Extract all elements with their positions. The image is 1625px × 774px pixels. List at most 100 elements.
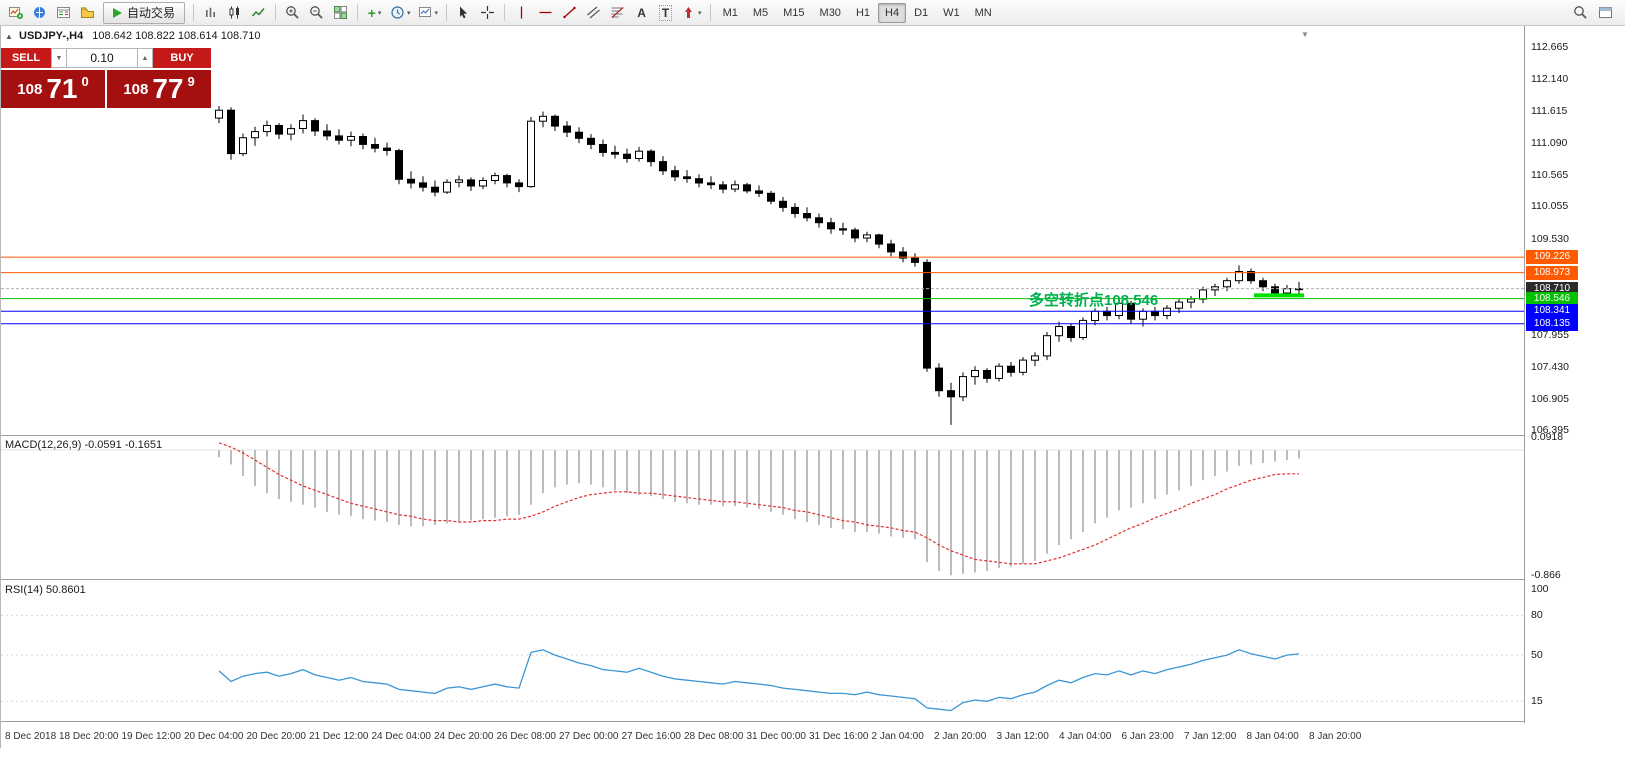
tile-windows-button[interactable] [329, 2, 352, 24]
sell-price-box[interactable]: 108 71 0 [1, 70, 105, 108]
time-axis-label: 28 Dec 08:00 [684, 731, 744, 742]
channel-tool-button[interactable] [582, 2, 605, 24]
timeframe-m1-button[interactable]: M1 [716, 3, 745, 23]
navigator-button[interactable] [76, 2, 99, 24]
rsi-pane: RSI(14) 50.8601 [1, 582, 1524, 722]
time-axis-label: 24 Dec 20:00 [434, 731, 494, 742]
new-chart-button[interactable] [4, 2, 27, 24]
market-watch-button[interactable] [52, 2, 75, 24]
toolbar-separator [446, 4, 448, 21]
price-scale-label: 107.955 [1531, 328, 1569, 341]
time-axis-label: 27 Dec 16:00 [621, 731, 682, 742]
text-label-icon: T [658, 4, 673, 21]
text-tool-button[interactable]: A [630, 2, 653, 24]
time-axis[interactable]: 8 Dec 2018 18 Dec 20:00 19 Dec 12:00 20 Dec… [1, 723, 1625, 748]
timeframe-mn-button[interactable]: MN [968, 3, 999, 23]
time-axis-label: 26 Dec 08:00 [496, 731, 557, 742]
search-button[interactable] [1569, 2, 1592, 24]
time-axis-label: 8 Jan 04:00 [1246, 731, 1299, 742]
pivot-annotation-text[interactable]: 多空转折点108.546 [1029, 292, 1159, 309]
chart-window: ▲ USDJPY-,H4 108.642 108.822 108.614 108… [0, 26, 1625, 748]
price-scale-label: 111.090 [1531, 137, 1568, 150]
time-axis-label: 20 Dec 20:00 [246, 731, 307, 742]
timeframe-group: M1 M5 M15 M30 H1 H4 D1 W1 MN [716, 2, 999, 23]
sell-button[interactable]: SELL [1, 48, 51, 68]
buy-button[interactable]: BUY [153, 48, 211, 68]
price-scale-label: 112.140 [1531, 73, 1569, 86]
time-axis-label: 21 Dec 12:00 [309, 731, 369, 742]
fibonacci-icon [611, 7, 624, 18]
time-axis-label: 6 Jan 23:00 [1121, 731, 1174, 742]
tile-windows-icon [334, 6, 348, 20]
price-scale-label: 111.615 [1531, 105, 1568, 118]
toolbar-separator [357, 4, 359, 21]
buy-price-pip: 9 [187, 74, 195, 89]
buy-price-main: 77 [152, 73, 184, 104]
timeframe-h1-button[interactable]: H1 [849, 3, 877, 23]
timeframe-w1-button[interactable]: W1 [936, 3, 967, 23]
profiles-button[interactable] [28, 2, 51, 24]
dropdown-caret-icon: ▾ [434, 9, 439, 17]
one-click-trading-panel: SELL ▼ ▲ BUY 108 71 0 108 77 9 [1, 48, 211, 108]
timeframe-d1-button[interactable]: D1 [907, 3, 935, 23]
price-scale-label: 107.430 [1531, 360, 1569, 373]
buy-price-box[interactable]: 108 77 9 [107, 70, 211, 108]
text-icon: A [637, 5, 646, 20]
arrow-object-icon [685, 7, 693, 18]
sell-price-main: 71 [46, 73, 78, 104]
macd-chart[interactable] [1, 437, 1524, 580]
clock-icon [391, 6, 404, 19]
bar-chart-mode-button[interactable] [199, 2, 222, 24]
symbol-period-label: USDJPY-,H4 [19, 30, 84, 42]
toolbar-separator [275, 4, 277, 21]
time-axis-label: 2 Jan 20:00 [934, 731, 987, 742]
timeframe-m30-button[interactable]: M30 [813, 3, 848, 23]
sell-price-pip: 0 [81, 74, 89, 89]
periods-button[interactable]: ▾ [387, 2, 414, 24]
price-axis[interactable]: 112.665 112.140 111.615 111.090 110.565 110.0… [1524, 26, 1625, 723]
zoom-out-button[interactable] [305, 2, 328, 24]
crosshair-tool-button[interactable] [476, 2, 499, 24]
toolbar-separator [709, 4, 711, 21]
timeframe-h4-button[interactable]: H4 [878, 2, 907, 23]
time-axis-label: 19 Dec 12:00 [121, 731, 182, 742]
trendline-tool-button[interactable] [558, 2, 581, 24]
indicator-scale-label: 15 [1531, 695, 1543, 707]
dropdown-caret-icon: ▾ [377, 9, 382, 17]
fibonacci-tool-button[interactable] [606, 2, 629, 24]
timeframe-m5-button[interactable]: M5 [746, 3, 775, 23]
indicator-scale-label: -0.866 [1531, 569, 1561, 581]
window-icon [1599, 7, 1612, 18]
macd-pane: MACD(12,26,9) -0.0591 -0.1651 [1, 437, 1524, 580]
insert-indicator-button[interactable]: + ▾ [363, 2, 386, 24]
rsi-chart[interactable] [1, 582, 1524, 722]
volume-decrease-button[interactable]: ▼ [51, 48, 67, 68]
text-label-tool-button[interactable]: T [654, 2, 677, 24]
horizontal-line-tool-button[interactable] [534, 2, 557, 24]
one-click-collapse-icon[interactable]: ▲ [5, 32, 13, 41]
sell-price-prefix: 108 [17, 80, 43, 98]
line-chart-mode-button[interactable] [247, 2, 270, 24]
timeframe-m15-button[interactable]: M15 [776, 3, 811, 23]
vertical-line-tool-button[interactable] [510, 2, 533, 24]
zoom-in-button[interactable] [281, 2, 304, 24]
candlestick-mode-button[interactable] [223, 2, 246, 24]
arrow-objects-button[interactable]: ▾ [678, 2, 705, 24]
auto-trading-button[interactable]: 自动交易 [103, 1, 186, 24]
templates-button[interactable]: ▾ [415, 2, 442, 24]
new-window-button[interactable] [1594, 2, 1617, 24]
time-axis-label: 8 Jan 20:00 [1309, 731, 1362, 742]
bar-chart-icon [206, 7, 216, 17]
cursor-tool-button[interactable] [452, 2, 475, 24]
toolbar: 自动交易 + ▾ ▾ ▾ [0, 0, 1625, 26]
price-chart[interactable] [1, 26, 1524, 436]
volume-input[interactable] [67, 48, 137, 68]
chart-shift-marker-icon[interactable]: ▼ [1301, 30, 1309, 39]
volume-increase-button[interactable]: ▲ [137, 48, 153, 68]
channel-icon [587, 6, 600, 19]
dropdown-caret-icon: ▾ [698, 9, 702, 17]
price-scale-label: 106.905 [1531, 392, 1569, 405]
indicator-scale-label: 50 [1531, 649, 1543, 661]
time-axis-label: 4 Jan 04:00 [1059, 731, 1112, 742]
